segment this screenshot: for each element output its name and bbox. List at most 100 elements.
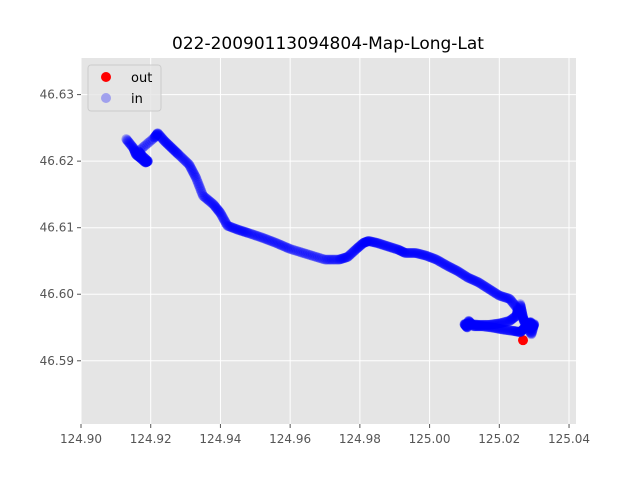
data-point-in xyxy=(160,136,171,147)
data-point-in xyxy=(439,259,450,270)
data-point-in xyxy=(502,316,513,327)
data-point-in xyxy=(527,321,538,332)
data-point-in xyxy=(489,319,500,330)
data-point-in xyxy=(516,305,527,316)
data-point-in xyxy=(509,326,520,337)
data-point-in xyxy=(142,155,153,166)
data-point-in xyxy=(302,249,313,260)
data-point-in xyxy=(141,156,152,167)
y-tick-label: 46.59 xyxy=(40,354,74,368)
data-point-in xyxy=(384,241,395,252)
data-point-in xyxy=(216,209,227,220)
data-point-in xyxy=(307,250,318,261)
data-point-in xyxy=(139,157,150,168)
data-point-in xyxy=(518,324,529,335)
data-point-in xyxy=(128,144,139,155)
data-point-in xyxy=(186,163,197,174)
data-point-in xyxy=(462,320,473,331)
data-point-in xyxy=(516,325,527,336)
data-point-in xyxy=(419,250,430,261)
data-point-in xyxy=(463,317,474,328)
data-point-in xyxy=(339,253,350,264)
data-point-in xyxy=(504,325,515,336)
data-point-in xyxy=(459,319,470,330)
data-point-in xyxy=(414,249,425,260)
data-point-in xyxy=(526,319,537,330)
data-point-in xyxy=(469,321,480,332)
data-point-in xyxy=(518,313,529,324)
data-point-in xyxy=(507,297,518,308)
data-point-in xyxy=(393,244,404,255)
data-point-in xyxy=(511,311,522,322)
data-point-in xyxy=(367,236,378,247)
data-point-in xyxy=(519,317,530,328)
data-point-in xyxy=(175,151,186,162)
data-point-in xyxy=(212,204,223,215)
data-point-in xyxy=(394,245,405,256)
data-point-in xyxy=(491,318,502,329)
series-group xyxy=(121,128,540,346)
data-point-in xyxy=(511,326,522,337)
data-point-in xyxy=(499,292,510,303)
data-point-in xyxy=(529,319,540,330)
data-point-in xyxy=(271,237,282,248)
data-point-in xyxy=(135,153,146,164)
data-point-in xyxy=(430,254,441,265)
data-point-in xyxy=(336,253,347,264)
data-point-in xyxy=(512,305,523,316)
data-point-in xyxy=(349,245,360,256)
data-point-in xyxy=(523,318,534,329)
data-point-in xyxy=(526,318,537,329)
data-point-in xyxy=(386,242,397,253)
data-point-in xyxy=(161,137,172,148)
data-point-in xyxy=(518,312,529,323)
data-point-in xyxy=(126,141,137,152)
data-point-in xyxy=(138,155,149,166)
data-point-in xyxy=(524,317,535,328)
data-point-in xyxy=(462,319,473,330)
data-point-in xyxy=(515,301,526,312)
data-point-in xyxy=(306,250,317,261)
data-point-in xyxy=(527,322,538,333)
data-point-in xyxy=(132,150,143,161)
data-point-in xyxy=(221,218,232,229)
data-point-in xyxy=(185,162,196,173)
data-point-in xyxy=(283,243,294,254)
data-point-in xyxy=(400,247,411,258)
data-point-in xyxy=(519,315,530,326)
data-point-in xyxy=(192,176,203,187)
data-point-in xyxy=(515,327,526,338)
data-point-in xyxy=(209,201,220,212)
data-point-in xyxy=(517,308,528,319)
data-point-in xyxy=(518,323,529,334)
data-point-in xyxy=(395,245,406,256)
data-point-in xyxy=(358,237,369,248)
data-point-in xyxy=(416,249,427,260)
data-point-in xyxy=(165,142,176,153)
data-point-in xyxy=(521,321,532,332)
data-point-in xyxy=(511,326,522,337)
data-point-in xyxy=(129,146,140,157)
data-point-in xyxy=(487,322,498,333)
data-point-in xyxy=(461,319,472,330)
data-point-in xyxy=(139,140,150,151)
data-point-in xyxy=(516,305,527,316)
data-point-in xyxy=(517,310,528,321)
data-point-in xyxy=(149,132,160,143)
data-point-in xyxy=(211,203,222,214)
data-point-in xyxy=(505,315,516,326)
data-point-in xyxy=(526,319,537,330)
data-point-in xyxy=(498,324,509,335)
data-point-in xyxy=(122,135,133,146)
data-point-in xyxy=(495,318,506,329)
data-point-in xyxy=(461,271,472,282)
data-point-in xyxy=(458,269,469,280)
data-point-in xyxy=(236,225,247,236)
data-point-in xyxy=(138,142,149,153)
data-point-in xyxy=(136,143,147,154)
data-point-in xyxy=(521,320,532,331)
data-point-in xyxy=(304,249,315,260)
data-point-in xyxy=(502,293,513,304)
data-point-in xyxy=(525,327,536,338)
data-point-in xyxy=(460,320,471,331)
